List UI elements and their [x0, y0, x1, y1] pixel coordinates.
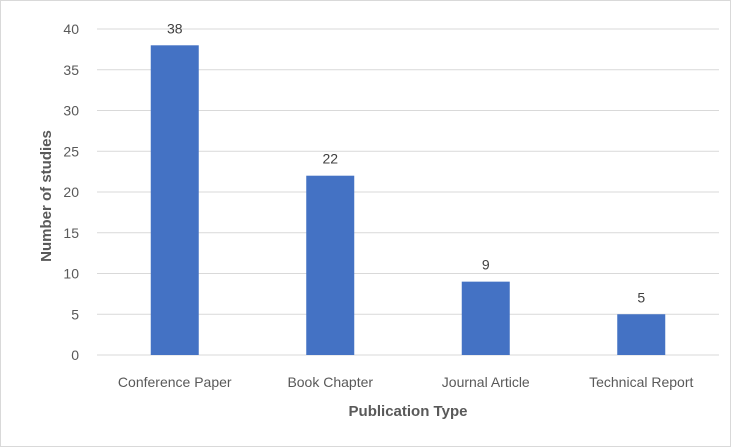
y-tick-label: 25	[63, 143, 79, 159]
x-tick-label: Book Chapter	[287, 374, 373, 390]
data-label: 38	[167, 20, 183, 36]
data-label: 5	[637, 289, 645, 305]
bar-journal-article	[461, 281, 510, 355]
y-tick-label: 10	[63, 266, 79, 282]
y-tick-label: 35	[63, 62, 79, 78]
y-tick-label: 40	[63, 21, 79, 37]
x-tick-label: Technical Report	[589, 374, 693, 390]
data-label: 9	[482, 257, 490, 273]
data-label: 22	[322, 151, 338, 167]
x-tick-label: Conference Paper	[118, 374, 232, 390]
x-tick-label: Journal Article	[442, 374, 530, 390]
gridlines	[97, 28, 719, 356]
x-axis-ticks: Conference Paper Book Chapter Journal Arti…	[118, 374, 694, 390]
y-tick-label: 20	[63, 184, 79, 200]
y-tick-label: 30	[63, 103, 79, 119]
y-tick-label: 0	[71, 347, 79, 363]
y-tick-label: 15	[63, 225, 79, 241]
bar-technical-report	[617, 314, 666, 355]
bar-conference-paper	[150, 45, 199, 356]
y-axis-ticks: 0 5 10 15 20 25 30 35 40	[63, 21, 79, 363]
x-axis-title: Publication Type	[349, 403, 468, 420]
y-axis-title: Number of studies	[38, 130, 55, 262]
bar-book-chapter	[306, 175, 355, 355]
bars: 38 22 9 5	[150, 20, 666, 356]
y-tick-label: 5	[71, 306, 79, 322]
